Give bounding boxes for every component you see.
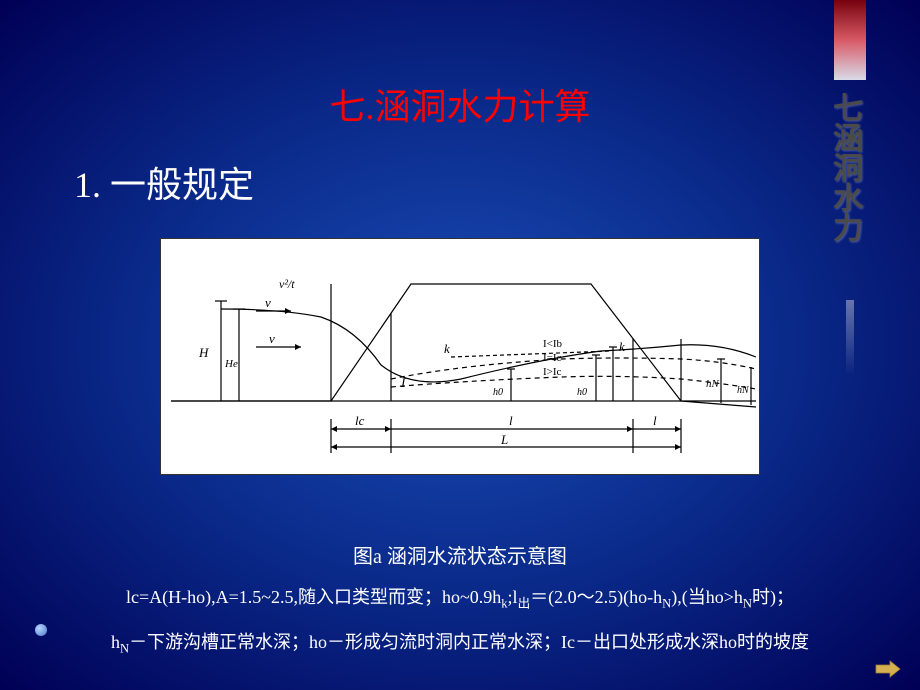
formula-line-1: lc=A(H-ho),A=1.5~2.5,随入口类型而变；ho~0.9hk;l出… xyxy=(0,583,920,614)
label-hN2: hN xyxy=(737,385,750,396)
sidebar-gradient-bar xyxy=(834,0,866,80)
sidebar-text: 七涵洞水力 xyxy=(834,92,866,242)
formula-line-2: hN－下游沟槽正常水深；ho－形成匀流时洞内正常水深；Ic－出口处形成水深ho时… xyxy=(0,628,920,659)
label-IeqIc: I=Ic xyxy=(543,352,562,364)
label-k1: k xyxy=(444,341,450,356)
bullet-icon xyxy=(35,624,47,636)
label-I: I xyxy=(400,375,406,390)
label-h0a: h0 xyxy=(493,387,503,398)
label-H: H xyxy=(198,345,209,360)
label-v2: v xyxy=(269,331,275,346)
next-slide-button[interactable] xyxy=(874,660,902,678)
diagram-svg: H He v²/t v v k k h0 h0 I I<Ib I=Ic I>Ic… xyxy=(161,239,761,476)
culvert-diagram: H He v²/t v v k k h0 h0 I I<Ib I=Ic I>Ic… xyxy=(160,238,760,475)
diagram-caption: 图a 涵洞水流状态示意图 xyxy=(0,540,920,569)
label-h0b: h0 xyxy=(577,387,587,398)
slide-subtitle: 1. 一般规定 xyxy=(0,130,920,208)
label-L: L xyxy=(500,432,508,447)
label-IltIb: I<Ib xyxy=(543,338,563,350)
label-lc: lc xyxy=(355,413,365,428)
label-l2: l xyxy=(653,413,657,428)
label-v2t: v²/t xyxy=(279,277,295,291)
label-He: He xyxy=(224,358,238,370)
label-v1: v xyxy=(265,295,271,310)
slide-title: 七.涵洞水力计算 xyxy=(0,0,920,130)
label-hN1: hN xyxy=(706,378,720,390)
label-k2: k xyxy=(619,339,625,354)
sidebar-tail xyxy=(846,300,854,375)
label-l: l xyxy=(509,413,513,428)
arrow-right-icon xyxy=(874,660,902,678)
label-IgtIc: I>Ic xyxy=(543,366,562,378)
sidebar-bookmark: 七涵洞水力 xyxy=(834,0,866,380)
